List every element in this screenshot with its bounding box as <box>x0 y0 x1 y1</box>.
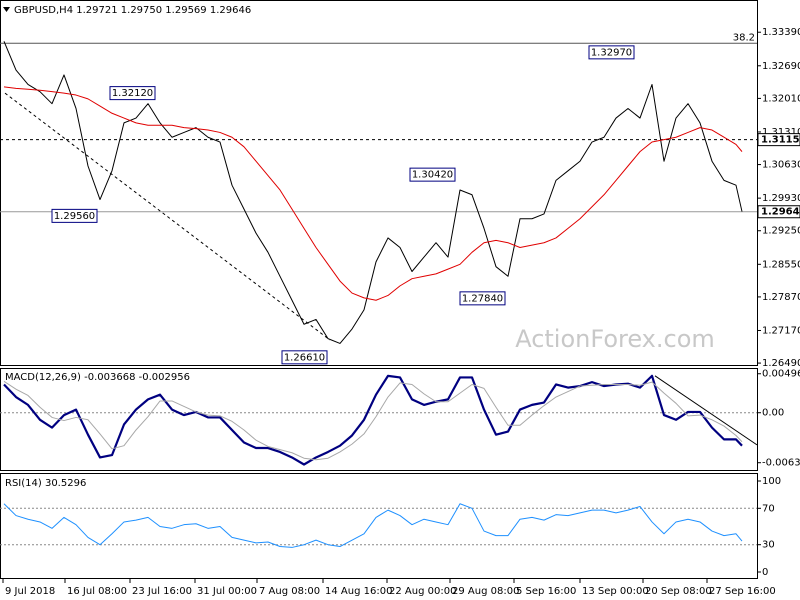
annotation-label: 1.29560 <box>54 211 95 222</box>
panel-title: RSI(14) 30.5296 <box>5 478 86 489</box>
price-line-box <box>757 133 800 147</box>
annotation-box <box>109 86 156 101</box>
y-tick-label: 1.32010 <box>762 93 800 104</box>
price-line-label: 1.29646 <box>761 207 800 218</box>
x-tick-label: 5 Sep 16:00 <box>516 586 576 597</box>
y-tick-label: 1.31310 <box>762 127 800 138</box>
y-tick-label: 1.26490 <box>762 358 800 369</box>
y-tick-label: 0.004968 <box>762 369 800 380</box>
y-tick-label: 0 <box>762 567 768 578</box>
y-tick-label: 1.33390 <box>762 27 800 38</box>
x-tick-label: 13 Sep 00:00 <box>582 586 649 597</box>
annotation-label: 1.30420 <box>412 170 453 181</box>
trendline <box>4 92 331 341</box>
y-tick-label: 1.27870 <box>762 292 800 303</box>
y-tick-label: 1.29250 <box>762 226 800 237</box>
y-tick-label: 30 <box>762 540 775 551</box>
x-tick-label: 31 Jul 00:00 <box>197 586 257 597</box>
annotation-box <box>459 291 506 306</box>
watermark: ActionForex.com <box>515 325 715 353</box>
x-tick-label: 22 Aug 00:00 <box>389 586 456 597</box>
x-tick-label: 16 Jul 08:00 <box>67 586 127 597</box>
y-tick-label: 1.30630 <box>762 160 800 171</box>
x-tick-label: 29 Aug 08:00 <box>452 586 519 597</box>
x-tick-label: 20 Sep 08:00 <box>645 586 712 597</box>
panel-title: GBPUSD,H4 1.29721 1.29750 1.29569 1.2964… <box>14 5 251 16</box>
annotation-box <box>588 45 635 60</box>
price-line-box <box>757 205 800 219</box>
y-tick-label: 100 <box>762 476 781 487</box>
x-tick-label: 14 Aug 16:00 <box>325 586 392 597</box>
y-tick-label: -0.006372 <box>762 458 800 469</box>
annotation-label: 1.32970 <box>591 47 632 58</box>
x-tick-label: 9 Jul 2018 <box>5 586 55 597</box>
macd-panel-border <box>0 368 758 471</box>
y-tick-label: 1.32690 <box>762 61 800 72</box>
y-tick-label: 70 <box>762 503 775 514</box>
series-line <box>3 503 743 548</box>
price-panel-border <box>0 0 758 366</box>
x-tick-label: 27 Sep 16:00 <box>709 586 776 597</box>
series-line <box>3 374 743 466</box>
y-tick-label: 1.29930 <box>762 193 800 204</box>
price-line-label: 1.31150 <box>761 135 800 146</box>
series-line <box>3 86 743 301</box>
annotation-label: 1.27840 <box>462 293 503 304</box>
series-line <box>3 41 743 344</box>
y-tick-label: 1.28550 <box>762 259 800 270</box>
fib-label: 38.2 <box>733 32 755 43</box>
y-tick-label: 0.00 <box>762 408 784 419</box>
menu-icon <box>3 7 10 12</box>
series-line <box>3 380 743 461</box>
x-tick-label: 7 Aug 08:00 <box>259 586 320 597</box>
trendline <box>654 375 758 446</box>
annotation-box <box>51 208 98 223</box>
rsi-panel-border <box>0 473 758 579</box>
x-tick-label: 23 Jul 16:00 <box>132 586 192 597</box>
annotation-label: 1.26610 <box>284 352 325 363</box>
annotation-label: 1.32120 <box>112 88 153 99</box>
annotation-box <box>409 167 456 182</box>
y-tick-label: 1.27170 <box>762 325 800 336</box>
annotation-box <box>281 350 328 365</box>
panel-title: MACD(12,26,9) -0.003668 -0.002956 <box>5 372 190 383</box>
